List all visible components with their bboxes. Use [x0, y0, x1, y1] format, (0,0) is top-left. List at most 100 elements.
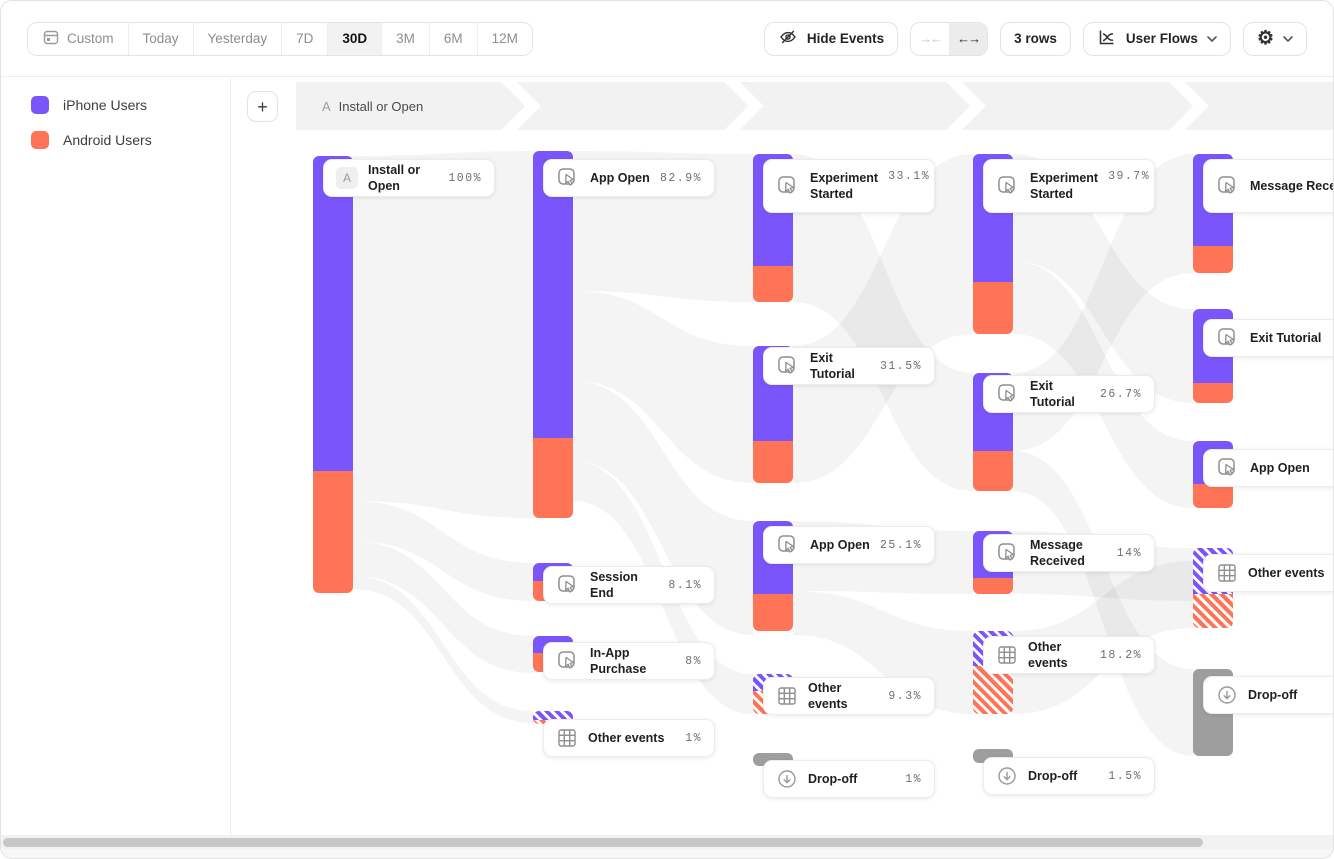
node-percentage: 26.7%: [1099, 387, 1142, 401]
view-selector-button[interactable]: User Flows: [1082, 21, 1231, 56]
date-range-30d[interactable]: 30D: [327, 22, 382, 55]
click-event-icon: [558, 575, 575, 593]
date-range-12m[interactable]: 12M: [476, 22, 532, 55]
bar-segment-orange: [1193, 246, 1233, 273]
column-width-toggle: →← ←→: [910, 21, 989, 56]
bar-segment-orange: [973, 451, 1013, 491]
date-range-group: Custom Today Yesterday 7D 30D 3M 6M 12M: [27, 21, 533, 56]
click-event-icon: [998, 176, 1015, 194]
expand-columns-icon: ←→: [957, 31, 981, 46]
node-label: App Open: [1250, 460, 1310, 475]
legend-item-0[interactable]: iPhone Users: [31, 96, 230, 114]
node-percentage: 18.2%: [1099, 648, 1142, 662]
rows-count-button[interactable]: 3 rows: [1000, 21, 1071, 56]
toolbar-right-controls: Hide Events →← ←→ 3 rows User Flows: [763, 21, 1307, 56]
date-range-7d[interactable]: 7D: [281, 22, 328, 55]
collapse-columns-button[interactable]: →←: [911, 22, 950, 55]
flow-bar-app-open-col2[interactable]: [533, 151, 573, 518]
node-label: App Open: [590, 170, 650, 185]
grid-icon: [998, 646, 1016, 664]
node-percentage: 33.1%: [888, 170, 931, 183]
flow-node-experiment-started-col4[interactable]: Experiment Started 39.7%: [983, 159, 1155, 213]
calendar-icon: [42, 28, 60, 49]
click-event-icon: [778, 356, 795, 374]
bar-segment-orange: [973, 666, 1013, 714]
flow-node-exit-tutorial-col4[interactable]: Exit Tutorial 26.7%: [983, 375, 1155, 413]
flow-node-app-open-col3[interactable]: App Open 25.1%: [763, 526, 935, 564]
click-event-icon: [1218, 458, 1235, 476]
hide-events-label: Hide Events: [806, 31, 885, 46]
step-band[interactable]: A Install or Open: [296, 82, 1333, 130]
click-event-icon: [998, 543, 1015, 561]
bar-segment-orange: [1193, 383, 1233, 403]
flow-node-message-received-col5[interactable]: Message Received: [1203, 159, 1333, 213]
node-label: Exit Tutorial: [1030, 378, 1075, 409]
node-label: Other events: [1248, 565, 1325, 580]
flow-node-drop-off-col5[interactable]: Drop-off: [1203, 676, 1333, 714]
flow-node-message-received-col4[interactable]: Message Received 14%: [983, 534, 1155, 572]
node-label: Session End: [590, 569, 638, 600]
click-event-icon: [1218, 328, 1235, 346]
bar-segment-purple: [533, 151, 573, 438]
legend-item-1[interactable]: Android Users: [31, 131, 230, 149]
node-percentage: 25.1%: [879, 538, 922, 552]
flow-node-drop-off-col3[interactable]: Drop-off 1%: [763, 760, 935, 798]
flow-node-in-app-purchase-col2[interactable]: In-App Purchase 8%: [543, 642, 715, 680]
settings-button[interactable]: ⚙: [1242, 21, 1307, 56]
node-label: Exit Tutorial: [1250, 330, 1322, 345]
legend-panel: iPhone Users Android Users: [1, 78, 231, 835]
node-label: Drop-off: [808, 771, 858, 786]
flow-node-experiment-started-col3[interactable]: Experiment Started 33.1%: [763, 159, 935, 213]
flow-node-session-end-col2[interactable]: Session End 8.1%: [543, 566, 715, 604]
bar-segment-orange: [313, 471, 353, 593]
bar-segment-orange: [1193, 594, 1233, 628]
flow-node-other-events-col2[interactable]: Other events 1%: [543, 719, 715, 757]
node-label: Drop-off: [1028, 768, 1078, 783]
eye-off-icon: [778, 27, 798, 50]
flow-node-app-open-col5[interactable]: App Open: [1203, 449, 1333, 487]
flow-node-other-events-col4[interactable]: Other events 18.2%: [983, 636, 1155, 674]
click-event-icon: [778, 535, 795, 553]
click-event-icon: [1218, 176, 1235, 194]
bar-segment-orange: [753, 266, 793, 302]
collapse-columns-icon: →←: [919, 31, 943, 46]
toolbar: Custom Today Yesterday 7D 30D 3M 6M 12M Hide Ev…: [1, 1, 1333, 77]
rows-count-label: 3 rows: [1014, 31, 1057, 46]
node-percentage: 9.3%: [888, 689, 922, 703]
flow-node-app-open-col2[interactable]: App Open 82.9%: [543, 159, 715, 197]
node-label: Drop-off: [1248, 687, 1298, 702]
click-event-icon: [558, 168, 575, 186]
add-step-button[interactable]: +: [247, 91, 278, 122]
horizontal-scrollbar-thumb[interactable]: [3, 837, 1203, 847]
bar-segment-orange: [973, 578, 1013, 594]
node-label: App Open: [810, 537, 870, 552]
legend-label: iPhone Users: [63, 97, 148, 113]
step-band-chevrons: [501, 82, 1209, 130]
click-event-icon: [998, 384, 1015, 402]
node-percentage: 39.7%: [1108, 170, 1151, 183]
node-percentage: 1.5%: [1108, 769, 1142, 783]
node-percentage: 1%: [905, 772, 922, 786]
horizontal-scrollbar-track[interactable]: [1, 835, 1333, 849]
date-range-custom[interactable]: Custom: [28, 22, 128, 55]
flow-node-exit-tutorial-col5[interactable]: Exit Tutorial: [1203, 319, 1333, 357]
date-range-6m[interactable]: 6M: [428, 22, 477, 55]
flow-bar-install-or-open-col1[interactable]: [313, 156, 353, 593]
hide-events-button[interactable]: Hide Events: [763, 21, 899, 56]
expand-columns-button[interactable]: ←→: [949, 22, 988, 55]
bar-segment-orange: [973, 282, 1013, 334]
grid-icon: [778, 687, 796, 705]
flow-node-drop-off-col4[interactable]: Drop-off 1.5%: [983, 757, 1155, 795]
date-range-yesterday[interactable]: Yesterday: [192, 22, 282, 55]
flow-node-exit-tutorial-col3[interactable]: Exit Tutorial 31.5%: [763, 347, 935, 385]
bar-segment-orange: [533, 438, 573, 518]
legend-swatch: [31, 96, 49, 114]
flow-node-install-or-open-col1[interactable]: A Install or Open 100%: [323, 159, 495, 197]
date-range-today[interactable]: Today: [127, 22, 193, 55]
flow-node-other-events-col3[interactable]: Other events 9.3%: [763, 677, 935, 715]
date-range-3m[interactable]: 3M: [381, 22, 429, 55]
bar-segment-orange: [1193, 484, 1233, 508]
bar-segment-orange: [753, 594, 793, 631]
flow-node-other-events-col5[interactable]: Other events: [1203, 554, 1333, 592]
